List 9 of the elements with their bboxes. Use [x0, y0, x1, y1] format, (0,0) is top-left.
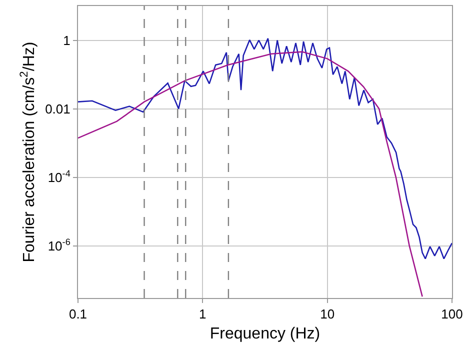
- x-tick-label: 10: [320, 306, 335, 322]
- y-tick-label: 1: [63, 32, 70, 48]
- x-axis-title: Frequency (Hz): [210, 325, 320, 342]
- y-tick-label: 10$^{-6}$: [48, 236, 70, 254]
- x-tick-label: 1: [199, 306, 206, 322]
- y-tick-label: 10$^{-4}$: [48, 168, 70, 185]
- x-tick-label: 100: [441, 306, 463, 322]
- x-tick-label: 0.1: [68, 306, 88, 322]
- y-tick-label: 0.01: [45, 101, 70, 116]
